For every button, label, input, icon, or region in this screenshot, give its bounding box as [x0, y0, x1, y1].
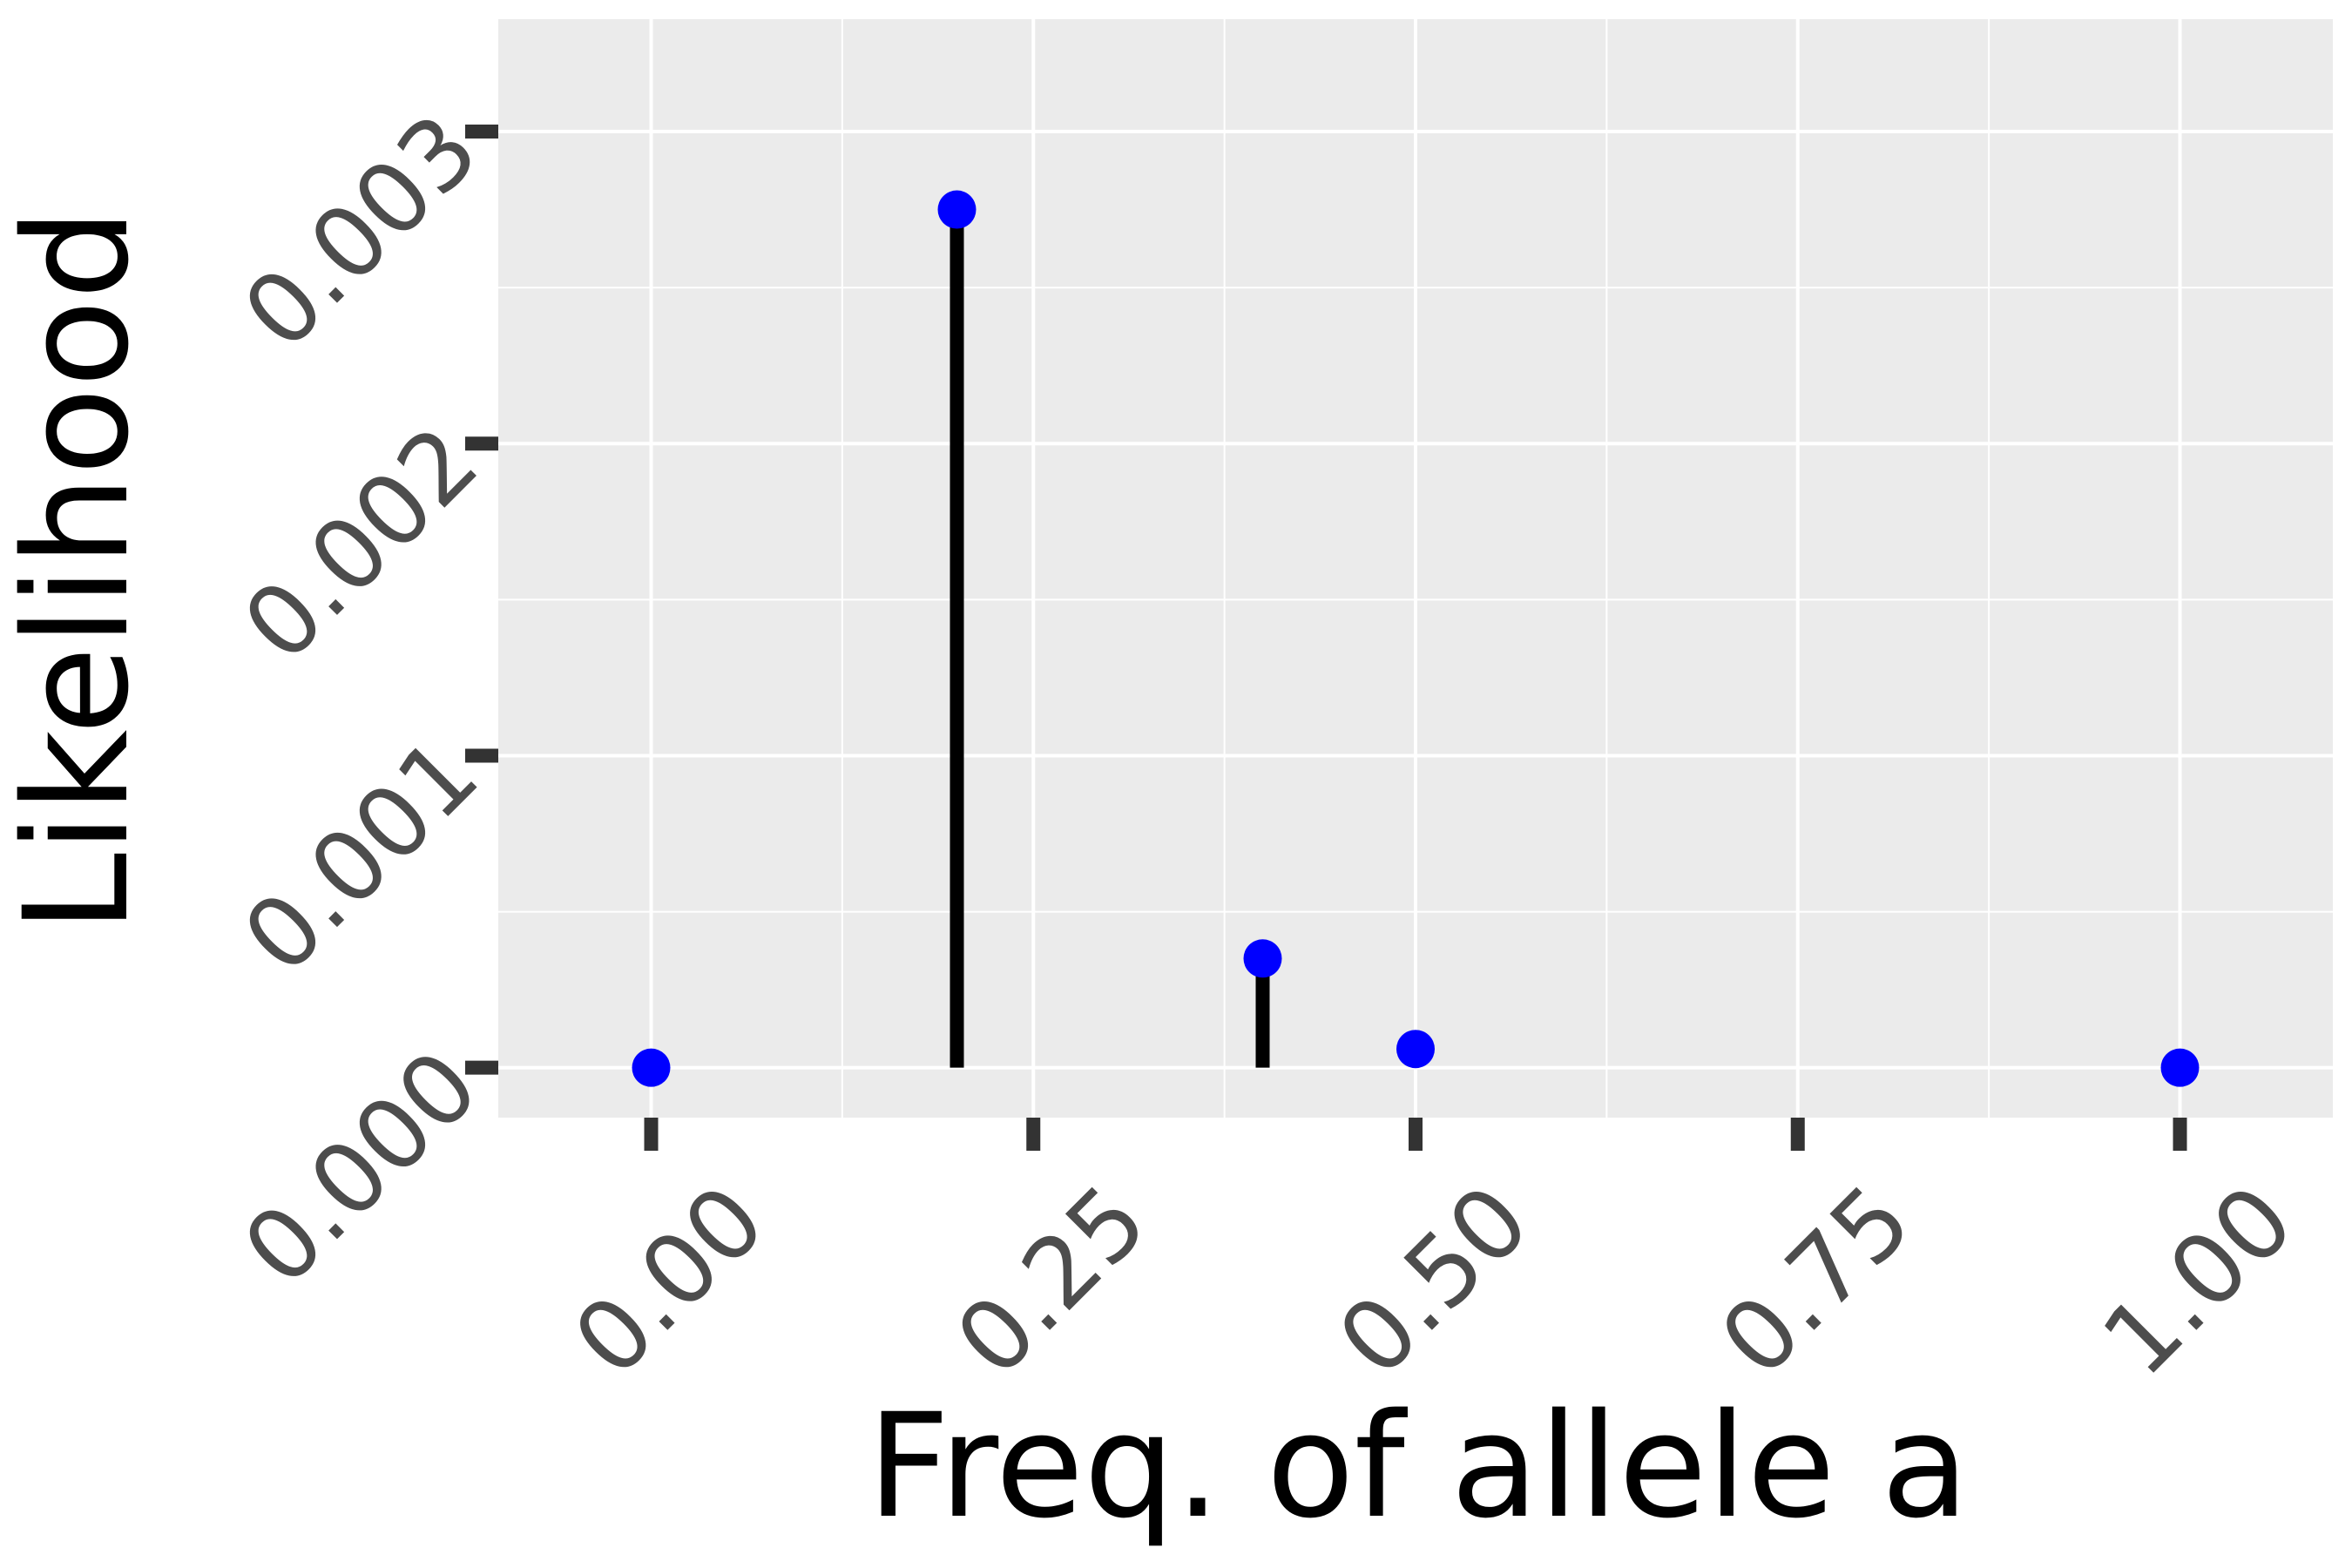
- y-tick-label: 0.003: [222, 93, 500, 371]
- x-tick-label: 0.25: [935, 1164, 1168, 1397]
- data-point: [2160, 1048, 2200, 1087]
- data-point: [632, 1048, 671, 1087]
- x-tick-label: 1.00: [2082, 1164, 2315, 1397]
- x-axis-ticks: 0.00 0.25 0.50 0.75 1.00: [553, 1118, 2315, 1398]
- data-points: [632, 190, 2200, 1087]
- y-tick-label: 0.001: [222, 717, 500, 995]
- data-point: [1396, 1030, 1435, 1069]
- y-axis-title: Likelihood: [0, 208, 160, 933]
- grid-major: [498, 19, 2333, 1118]
- y-tick-label: 0.000: [222, 1030, 500, 1308]
- x-tick-label: 0.50: [1317, 1164, 1551, 1397]
- data-point: [1243, 939, 1282, 978]
- x-tick-label: 0.00: [553, 1164, 787, 1397]
- x-tick-label: 0.75: [1700, 1164, 1933, 1397]
- y-tick-label: 0.002: [222, 405, 500, 683]
- y-axis-ticks: 0.000 0.001 0.002 0.003: [222, 93, 500, 1307]
- data-point: [937, 190, 977, 229]
- x-axis-title: Freq. of allele a: [868, 1382, 1970, 1550]
